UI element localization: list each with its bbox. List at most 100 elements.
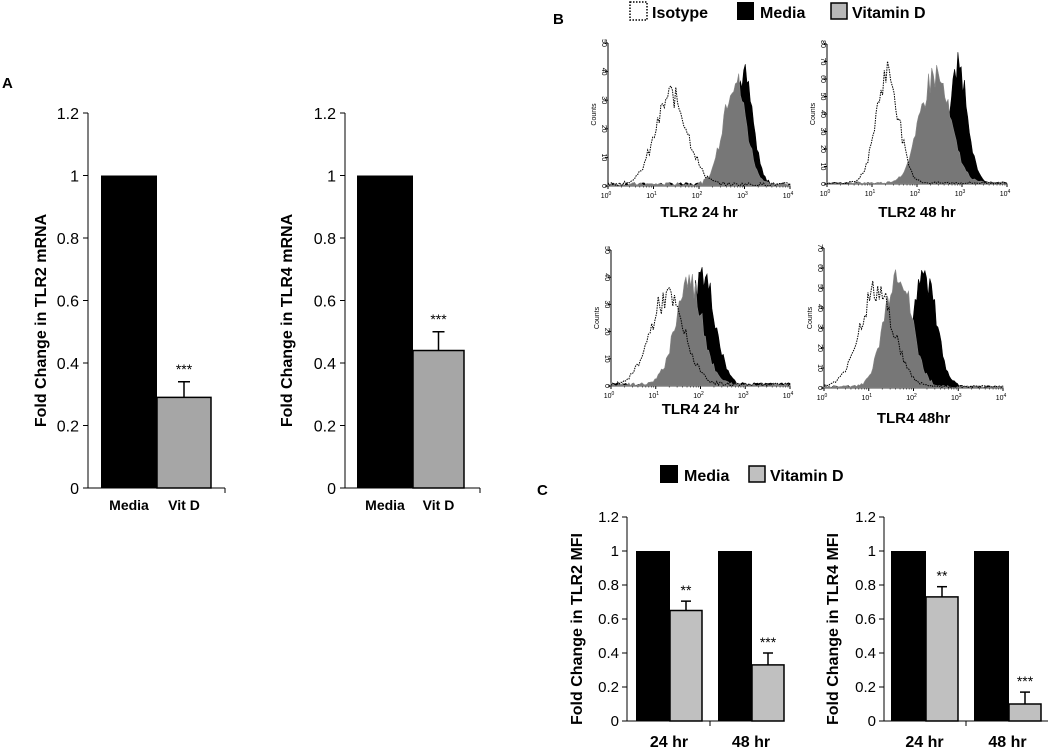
chart-tlr2-mrna: 0 0.2 0.4 0.6 0.8 1 1.2 Fold Change in TLR2 mRN…: [33, 106, 226, 513]
histogram-vitamin-d: [610, 273, 791, 387]
bar: [751, 664, 785, 722]
x-tick-exponent: 1: [656, 391, 659, 397]
x-tick-exponent: 0: [825, 393, 828, 399]
x-category-label: Media: [365, 497, 405, 513]
x-tick-label: 101: [646, 191, 657, 200]
bar: [925, 596, 959, 722]
histogram-title: TLR4 24 hr: [662, 401, 740, 418]
panel-label-b: B: [553, 11, 564, 28]
legend-swatch-isotype: [629, 1, 648, 21]
y-tick-label: 80: [819, 40, 826, 48]
y-axis-label: Fold Change in TLR4 mRNA: [279, 213, 296, 427]
histogram-isotype: [607, 85, 791, 187]
y-tick-label: 50: [603, 246, 610, 254]
y-tick-label: 0: [816, 386, 823, 390]
x-tick-exponent: 3: [963, 189, 966, 195]
bar: [669, 609, 703, 722]
legend-label-vitamin-d-c: Vitamin D: [770, 468, 844, 485]
histogram-isotype: [824, 280, 1004, 389]
y-tick-label: 1: [327, 169, 336, 186]
y-tick-label: 20: [816, 344, 823, 352]
y-tick-label: 20: [819, 145, 826, 153]
y-axis-label: Counts: [810, 102, 817, 125]
y-tick-label: 70: [819, 58, 826, 66]
legend-swatch-vitamin-d-c: [748, 465, 766, 483]
bar: [891, 551, 926, 721]
legend-label-media: Media: [760, 5, 805, 22]
x-category-label: Media: [109, 497, 149, 513]
x-tick-label: 102: [693, 391, 704, 400]
legend-swatch-media-c: [660, 465, 678, 483]
y-tick-label: 20: [603, 328, 610, 336]
x-category-label: Vit D: [168, 497, 200, 513]
x-tick-exponent: 2: [701, 391, 704, 397]
x-tick-exponent: 4: [1008, 189, 1011, 195]
x-tick-label: 101: [865, 189, 876, 198]
y-tick-label: 60: [819, 75, 826, 83]
bar: [1008, 703, 1042, 722]
y-tick-label: 0.4: [855, 645, 876, 662]
chart-tlr4-mrna: 0 0.2 0.4 0.6 0.8 1 1.2 Fold Change in TLR4 mRN…: [279, 106, 481, 513]
histogram-vitamin-d: [607, 73, 791, 187]
y-tick-label: 0.6: [598, 611, 619, 628]
y-tick-label: 1.2: [855, 509, 876, 526]
histogram-vitamin-d: [826, 64, 1008, 185]
x-tick-label: 103: [955, 189, 966, 198]
bar: [412, 349, 465, 489]
y-tick-label: 40: [600, 68, 607, 76]
x-tick-label: 104: [783, 191, 794, 200]
y-tick-label: 70: [816, 244, 823, 252]
y-tick-label: 60: [816, 264, 823, 272]
x-tick-label: 100: [601, 191, 612, 200]
x-tick-exponent: 0: [612, 391, 615, 397]
y-tick-label: 1: [868, 543, 876, 560]
histogram-title: TLR2 24 hr: [660, 204, 738, 221]
bar: [156, 396, 212, 489]
x-tick-label: 100: [820, 189, 831, 198]
x-tick-exponent: 1: [654, 191, 657, 197]
y-axis-label: Fold Change in TLR2 MFI: [569, 533, 586, 725]
y-tick-label: 0.4: [598, 645, 619, 662]
x-tick-label: 102: [906, 393, 917, 402]
y-tick-label: 50: [600, 39, 607, 47]
y-axis-label: Counts: [594, 306, 601, 329]
y-tick-label: 40: [819, 110, 826, 118]
y-tick-label: 0.8: [314, 231, 336, 248]
significance-marker: **: [937, 568, 948, 584]
legend-label-media-c: Media: [684, 468, 729, 485]
x-tick-exponent: 2: [914, 393, 917, 399]
y-tick-label: 0.2: [314, 419, 336, 436]
y-tick-label: 10: [816, 364, 823, 372]
x-tick-label: 104: [1000, 189, 1011, 198]
panel-label-a: A: [2, 75, 13, 92]
y-tick-label: 0.2: [855, 679, 876, 696]
x-tick-exponent: 4: [1004, 393, 1007, 399]
significance-marker: ***: [430, 311, 447, 327]
chart-tlr2-mfi: 0 0.2 0.4 0.6 0.8 1 1.2 Fold Change in TLR2 MFI…: [569, 509, 785, 751]
y-tick-label: 20: [600, 125, 607, 133]
y-tick-label: 0: [600, 184, 607, 188]
y-tick-label: 0: [603, 384, 610, 388]
x-category-label: Vit D: [423, 497, 455, 513]
histogram-title: TLR4 48hr: [877, 410, 951, 427]
y-tick-label: 40: [816, 304, 823, 312]
y-tick-label: 0: [327, 481, 336, 498]
x-tick-exponent: 2: [918, 189, 921, 195]
legend-b: Isotype Media Vitamin D: [629, 1, 926, 22]
x-tick-exponent: 4: [791, 191, 794, 197]
x-tick-exponent: 3: [746, 391, 749, 397]
y-tick-label: 0.6: [314, 294, 336, 311]
histogram-isotype: [826, 61, 1008, 185]
x-tick-exponent: 0: [609, 191, 612, 197]
x-category-label: 24 hr: [905, 734, 943, 751]
x-tick-label: 103: [951, 393, 962, 402]
y-axis-label: Fold Change in TLR4 MFI: [825, 533, 842, 725]
y-tick-label: 50: [816, 284, 823, 292]
legend-label-vitamin-d: Vitamin D: [852, 5, 926, 22]
y-tick-label: 0.8: [57, 231, 79, 248]
x-category-label: 24 hr: [650, 734, 688, 751]
